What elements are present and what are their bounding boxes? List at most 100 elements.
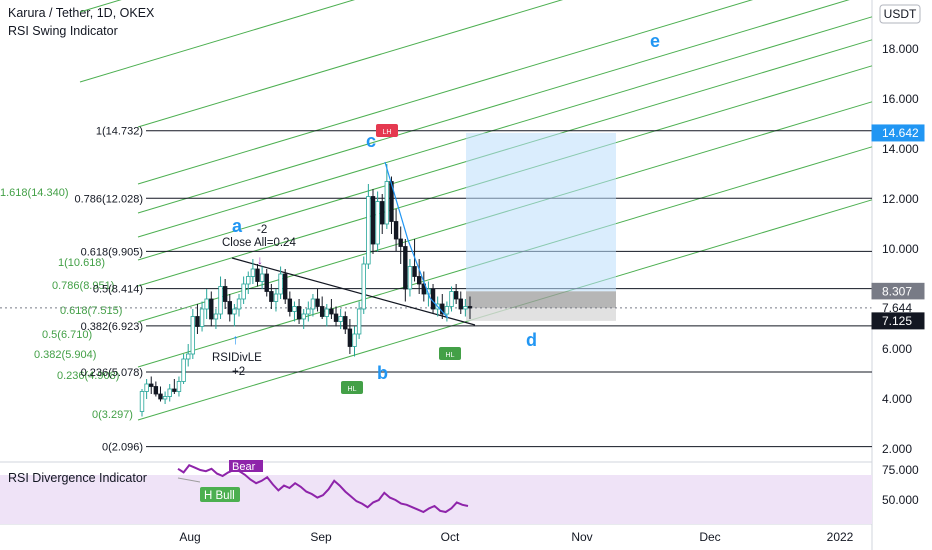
candle-body <box>185 353 191 360</box>
channel-level-label: 0(3.297) <box>92 409 133 421</box>
candle-body <box>264 273 269 292</box>
candle-body <box>403 246 408 290</box>
candle-body <box>296 306 302 320</box>
candle-body <box>255 268 260 282</box>
symbol-title: Karura / Tether, 1D, OKEX <box>8 6 155 20</box>
rsi-bull-label: H Bull <box>204 490 235 502</box>
channel-line <box>137 0 754 185</box>
fib-level-label: 0(2.096) <box>102 442 143 454</box>
candle-body <box>232 308 237 315</box>
wave-label-a: a <box>232 216 243 236</box>
x-tick-label: Oct <box>441 530 460 544</box>
candle-body <box>139 391 145 412</box>
candle-body <box>324 308 329 317</box>
candle-body <box>430 288 436 310</box>
candle-body <box>287 298 293 312</box>
candle-body <box>453 291 459 300</box>
rsi-tick-75: 75.000 <box>882 463 919 477</box>
candle-body <box>158 393 163 400</box>
price-tag <box>871 124 925 142</box>
candle-body <box>278 273 283 295</box>
stop-loss-zone <box>466 291 616 308</box>
candle-body <box>162 396 168 400</box>
candle-body <box>195 316 200 327</box>
candle-body <box>259 273 265 282</box>
rsi-tick-50: 50.000 <box>882 493 919 507</box>
candle-body <box>199 308 205 327</box>
stop-loss-zone-lower <box>466 307 616 321</box>
candle-body <box>222 286 228 302</box>
candle-body <box>467 306 473 309</box>
candle-body <box>227 301 232 315</box>
annotation-plus2: +2 <box>232 366 245 378</box>
candle-body <box>310 298 316 310</box>
candle-body <box>269 291 274 302</box>
candle-body <box>444 306 450 315</box>
fib-level-label: 0.5(8.414) <box>93 284 143 296</box>
candle-body <box>172 388 177 392</box>
x-tick-label: Aug <box>179 530 200 544</box>
y-tick-label: 12.000 <box>882 192 919 206</box>
candle-body <box>273 293 279 302</box>
candle-body <box>153 386 159 395</box>
candle-body <box>338 316 343 322</box>
candle-body <box>333 313 339 322</box>
candle-body <box>176 381 182 392</box>
y-tick-label: 10.000 <box>882 242 919 256</box>
candle-body <box>416 276 422 285</box>
channel-line <box>79 0 356 83</box>
candle-body <box>204 298 209 310</box>
candle-body <box>347 328 353 347</box>
hl-marker-2-label: HL <box>446 352 455 359</box>
rsi-overbought-band <box>0 475 872 524</box>
fib-level-label: 0.236(5.078) <box>81 367 143 379</box>
candle-body <box>167 388 172 397</box>
channel-line <box>79 0 122 13</box>
rsi-panel-title: RSI Divergence Indicator <box>8 471 147 485</box>
rsi-bull-badge <box>200 487 240 502</box>
candle-body <box>458 298 463 310</box>
rsi-line <box>177 463 469 514</box>
fib-level-label: 1(14.732) <box>96 126 143 138</box>
price-tag <box>871 312 925 330</box>
candle-body <box>412 266 417 277</box>
arrow-up-icon: ↑ <box>232 331 239 347</box>
fib-level-label: 0.786(12.028) <box>75 193 144 205</box>
wave-label-d: d <box>526 330 537 350</box>
fib-level-label: 0.382(6.923) <box>81 321 143 333</box>
x-tick-label: Nov <box>571 530 592 544</box>
candle-body <box>319 306 325 317</box>
channel-level-label: 1(10.618) <box>58 257 105 269</box>
rsi-bear-badge <box>229 460 263 472</box>
wave-label-e: e <box>650 31 660 51</box>
candle-body <box>213 313 219 320</box>
currency-badge[interactable] <box>879 4 921 24</box>
channel-level-label: 0.786(8.951) <box>52 280 114 292</box>
candle-body <box>218 286 223 315</box>
candle-body <box>366 196 371 265</box>
currency-label: USDT <box>884 7 917 21</box>
channel-level-label: 1.618(14.340) <box>0 187 69 199</box>
y-tick-label: 16.000 <box>882 92 919 106</box>
rsi-bear-label: Bear <box>232 461 256 473</box>
channel-line <box>137 0 850 214</box>
y-tick-label: 18.000 <box>882 42 919 56</box>
price-tag-label: 7.644 <box>882 301 912 315</box>
x-tick-label: 2022 <box>827 530 854 544</box>
candle-body <box>356 308 362 335</box>
hl-marker-label: HL <box>348 386 357 393</box>
candle-body <box>306 308 311 315</box>
y-tick-label: 2.000 <box>882 442 912 456</box>
y-tick-label: 4.000 <box>882 392 912 406</box>
candle-body <box>343 316 348 330</box>
hl-marker-badge <box>341 381 363 394</box>
candle-body <box>389 181 394 222</box>
candle-body <box>283 273 288 300</box>
candle-body <box>393 221 399 240</box>
candle-body <box>449 291 454 307</box>
wave-label-b: b <box>377 363 388 383</box>
channel-level-label: 0.382(5.904) <box>34 349 96 361</box>
fib-level-label: 0.618(9.905) <box>81 246 143 258</box>
candle-body <box>144 383 149 392</box>
